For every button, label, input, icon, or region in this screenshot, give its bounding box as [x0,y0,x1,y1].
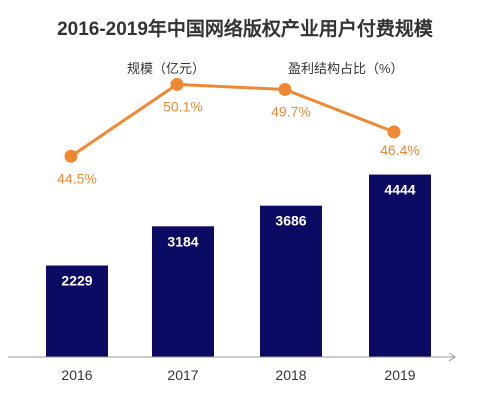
legend-bar-label: 规模（亿元） [127,61,206,76]
line-series [70,82,395,158]
line-label-2016: 44.5% [57,170,97,186]
line-point-2016 [64,149,78,163]
line-label-2018: 49.7% [271,104,311,120]
bar-2018 [260,205,322,357]
bar-label-2018: 3686 [275,213,306,229]
bar-label-2019: 4444 [384,182,415,198]
bar-2016 [46,265,108,357]
x-tick-2017: 2017 [167,367,198,383]
line-point-2018 [278,83,292,97]
line-label-2019: 46.4% [380,142,420,158]
line-point-2017 [170,77,184,91]
bar-label-2016: 2229 [61,272,92,288]
x-tick-2016: 2016 [61,367,92,383]
line-point-2019 [387,125,401,139]
x-tick-2019: 2019 [384,367,415,383]
x-axis-arrow [448,352,456,362]
line-label-2017: 50.1% [163,98,203,114]
bar-2017 [152,226,214,357]
legend-line-label: 盈利结构占比（%） [288,61,404,76]
x-tick-2018: 2018 [275,367,306,383]
chart-title: 2016-2019年中国网络版权产业用户付费规模 [57,19,433,40]
bar-label-2017: 3184 [167,233,198,249]
bar-2019 [369,174,431,357]
